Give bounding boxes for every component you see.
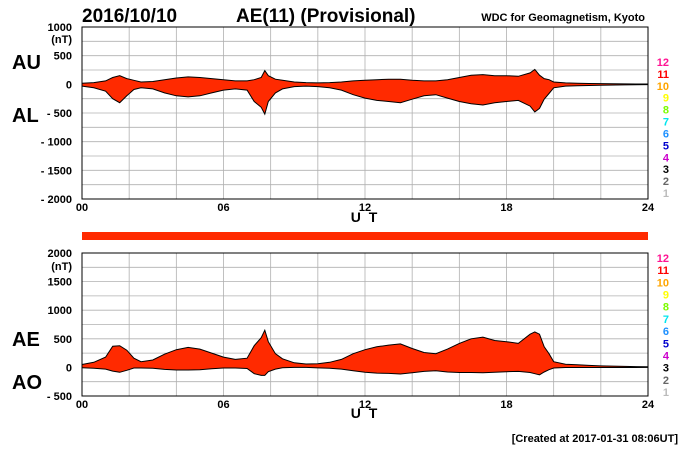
bottom-station-number: 3 (663, 363, 669, 375)
ao-label: AO (12, 372, 42, 394)
bottom-station-number: 8 (663, 302, 669, 314)
bottom-station-number: 7 (663, 314, 669, 326)
ae-ao-y-tick-label: 1500 (48, 277, 72, 289)
top-station-number: 4 (663, 152, 670, 164)
au-al-panel: 1000 500 0 - 500 - 1000 - 1500 - 2000 00 06 12 18… (12, 22, 655, 225)
top-station-number: 3 (663, 164, 669, 176)
al-line (81, 84, 649, 116)
date-title: 2016/10/10 (82, 6, 177, 27)
au-al-y-tick-label: - 1500 (41, 165, 72, 177)
ae-line (81, 328, 649, 368)
source-label: WDC for Geomagnetism, Kyoto (481, 12, 645, 24)
ae-ao-y-tick-label: 1000 (48, 305, 72, 317)
ae-ao-x-tick-label: 12 (359, 399, 371, 411)
au-al-x-tick-label: 12 (359, 202, 371, 214)
top-station-number: 2 (663, 176, 669, 188)
ae-ao-area (82, 330, 648, 376)
au-al-x-tick-label: 06 (217, 202, 229, 214)
ao-line (81, 366, 649, 376)
au-al-grid (81, 26, 649, 200)
au-al-y-tick-label: 1000 (48, 22, 72, 34)
top-station-number: 5 (663, 140, 669, 152)
ae-ao-y-tick-label: 2000 (48, 248, 72, 260)
bottom-station-number: 5 (663, 338, 669, 350)
top-station-number: 8 (663, 105, 669, 117)
au-al-y-tick-label: - 2000 (41, 194, 72, 206)
au-label: AU (12, 52, 41, 74)
ae-ao-x-tick-labels: 00 06 12 18 24 (76, 399, 655, 411)
au-al-x-tick-labels: 00 06 12 18 24 (76, 202, 655, 214)
bottom-station-number: 6 (663, 326, 669, 338)
au-al-x-tick-label: 00 (76, 202, 88, 214)
au-al-y-tick-labels: 1000 500 0 - 500 - 1000 - 1500 - 2000 (41, 22, 72, 206)
ae-ao-y-tick-label: - 500 (47, 391, 72, 403)
au-al-y-tick-label: - 1000 (41, 137, 72, 149)
bottom-station-number: 2 (663, 375, 669, 387)
au-al-x-axis-label: U T (351, 209, 380, 225)
ae-ao-x-tick-label: 24 (642, 399, 655, 411)
au-al-y-tick-label: 500 (54, 51, 72, 63)
bottom-station-number: 9 (663, 290, 669, 302)
ae-ao-x-tick-label: 18 (500, 399, 512, 411)
bottom-station-number: 11 (657, 265, 669, 277)
bottom-station-number: 1 (663, 387, 669, 399)
ae-ao-y-tick-labels: 2000 1500 1000 500 0 - 500 (47, 248, 72, 403)
al-label: AL (12, 105, 39, 127)
au-al-unit: (nT) (51, 34, 72, 46)
ae-ao-grid (81, 252, 649, 397)
bottom-station-number: 10 (657, 277, 669, 289)
top-station-number: 7 (663, 117, 669, 129)
ae-label: AE (12, 329, 40, 351)
separator-bar (82, 232, 648, 240)
au-al-x-tick-label: 18 (500, 202, 512, 214)
top-station-number: 1 (663, 188, 669, 200)
ae-ao-x-tick-label: 06 (217, 399, 229, 411)
bottom-station-number: 4 (663, 350, 670, 362)
au-al-x-tick-label: 24 (642, 202, 655, 214)
ae-ao-y-tick-label: 500 (54, 334, 72, 346)
ae-ao-x-axis-label: U T (351, 405, 380, 421)
ae-ao-y-tick-label: 0 (66, 362, 72, 374)
au-line (81, 68, 649, 85)
au-al-area (82, 69, 648, 115)
created-timestamp: [Created at 2017-01-31 08:06UT] (512, 433, 679, 445)
ae-ao-unit: (nT) (51, 261, 72, 273)
au-al-frame (81, 26, 649, 200)
top-station-number: 10 (657, 81, 669, 93)
top-station-number: 12 (657, 57, 669, 69)
ae-ao-panel: 2000 1500 1000 500 0 - 500 00 06 12 18 24 (nT) AE… (12, 248, 655, 421)
bottom-station-number: 12 (657, 253, 669, 265)
au-al-y-tick-label: 0 (66, 79, 72, 91)
index-title: AE(11) (Provisional) (236, 6, 416, 27)
au-al-y-tick-label: - 500 (47, 108, 72, 120)
ae-ao-x-tick-label: 00 (76, 399, 88, 411)
top-station-number: 11 (657, 69, 669, 81)
ae-ao-frame (81, 252, 649, 397)
top-station-number: 9 (663, 93, 669, 105)
top-station-number: 6 (663, 128, 669, 140)
